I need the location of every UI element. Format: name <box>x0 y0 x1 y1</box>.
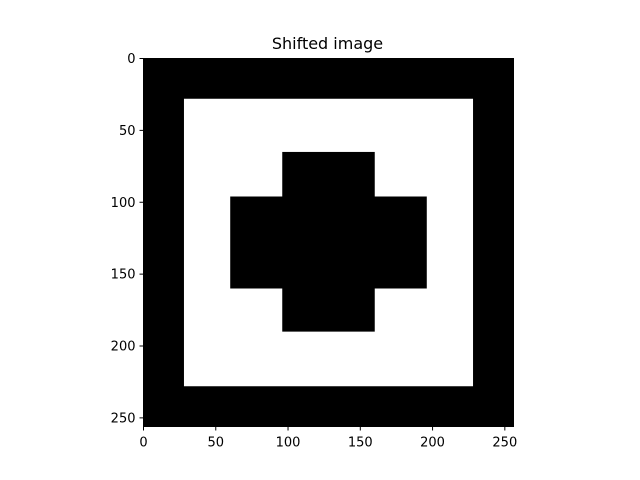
x-tick-label: 150 <box>348 436 373 451</box>
x-tick-label: 250 <box>492 436 517 451</box>
y-tick-label: 50 <box>119 124 136 139</box>
x-axis: 0 50 100 150 200 250 <box>139 426 517 451</box>
image-layer <box>143 58 514 427</box>
x-tick-label: 50 <box>207 436 224 451</box>
chart-title: Shifted image <box>272 34 383 53</box>
x-tick-label: 0 <box>139 436 147 451</box>
y-axis: 0 50 100 150 200 250 <box>111 52 144 426</box>
y-tick-label: 250 <box>111 411 136 426</box>
x-tick-label: 100 <box>276 436 301 451</box>
x-tick-label: 200 <box>420 436 445 451</box>
y-tick-label: 200 <box>111 340 136 355</box>
image-region-cross-vertical-bar <box>282 151 375 332</box>
plot-area <box>143 58 514 427</box>
y-tick-label: 100 <box>111 196 136 211</box>
y-tick-label: 0 <box>127 52 135 67</box>
y-tick-label: 150 <box>111 268 136 283</box>
axes-frame <box>143 58 514 427</box>
